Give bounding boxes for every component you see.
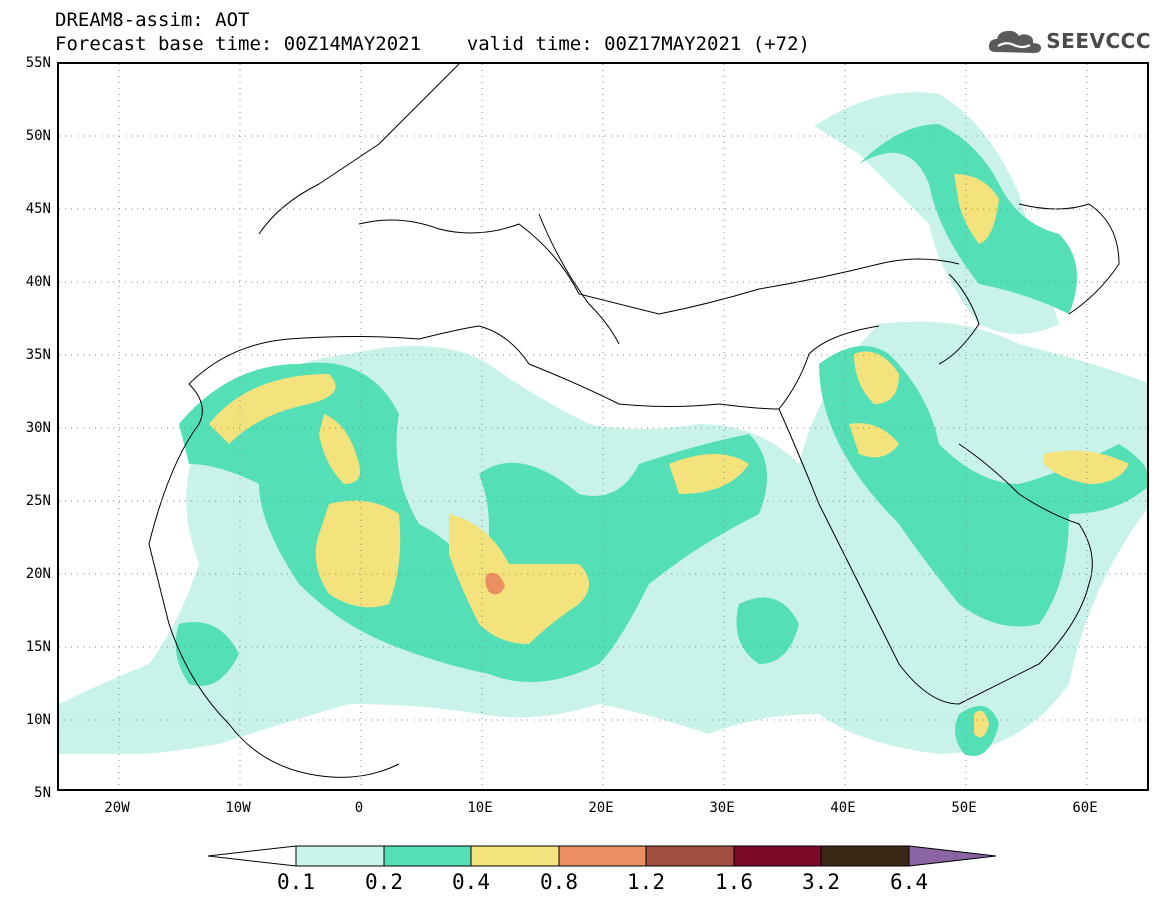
colorbar-segment (296, 846, 384, 866)
lon-label: 20W (104, 800, 130, 816)
colorbar-label: 1.6 (715, 870, 753, 894)
colorbar-segment (384, 846, 471, 866)
colorbar-segment (821, 846, 909, 866)
lat-label: 45N (25, 201, 51, 217)
lat-label: 15N (25, 639, 51, 655)
colorbar-label: 0.1 (277, 870, 315, 894)
aot-band-04 (209, 174, 1129, 738)
forecast-time-line: Forecast base time: 00Z14MAY2021 valid t… (55, 33, 810, 55)
lon-label: 50E (951, 800, 977, 816)
colorbar-over-arrow (909, 846, 996, 866)
cloud-icon (989, 30, 1042, 53)
colorbar-label: 1.2 (627, 870, 665, 894)
lon-label: 0 (354, 800, 364, 816)
lat-label: 55N (25, 55, 51, 71)
colorbar-segment (471, 846, 559, 866)
colorbar-label: 0.8 (540, 870, 578, 894)
lat-label: 25N (25, 493, 51, 509)
lon-label: 10W (225, 800, 251, 816)
colorbar-under-arrow (208, 846, 296, 866)
map-title: DREAM8-assim: AOT (55, 9, 250, 31)
aot-map (57, 62, 1149, 791)
coastlines (148, 64, 1120, 778)
aot-colorbar (207, 845, 997, 867)
lat-lon-grid (59, 64, 1147, 789)
colorbar-segment (559, 846, 646, 866)
lon-label: 60E (1072, 800, 1098, 816)
colorbar-label: 0.4 (452, 870, 490, 894)
lat-label: 5N (34, 785, 51, 801)
colorbar-label: 0.2 (365, 870, 403, 894)
lon-label: 20E (588, 800, 614, 816)
lat-label: 50N (25, 128, 51, 144)
colorbar-label: 6.4 (890, 870, 928, 894)
lat-label: 30N (25, 420, 51, 436)
lat-label: 10N (25, 712, 51, 728)
lat-label: 20N (25, 566, 51, 582)
colorbar-segment (646, 846, 734, 866)
lon-label: 30E (709, 800, 735, 816)
map-canvas (59, 64, 1147, 789)
lon-label: 10E (467, 800, 493, 816)
lon-label: 40E (830, 800, 856, 816)
aot-band-08 (485, 572, 505, 595)
logo-text: SEEVCCC (1046, 29, 1151, 53)
colorbar-label: 3.2 (802, 870, 840, 894)
lat-label: 35N (25, 347, 51, 363)
lat-label: 40N (25, 274, 51, 290)
seevccc-logo: SEEVCCC (988, 26, 1151, 56)
colorbar-segment (734, 846, 821, 866)
